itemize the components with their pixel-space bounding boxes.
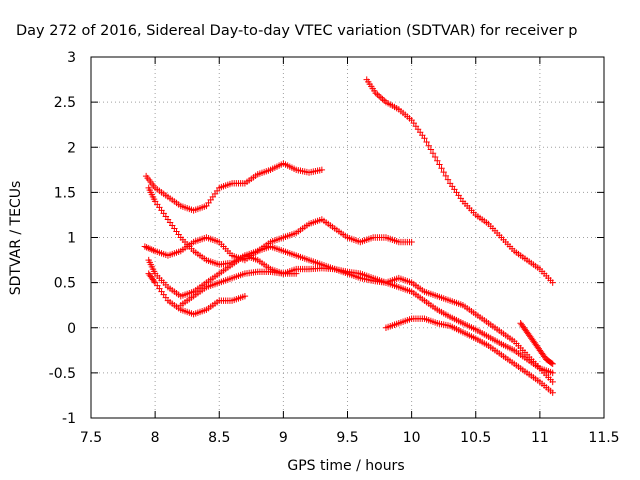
axis-ticks <box>90 56 605 419</box>
x-axis-label: GPS time / hours <box>287 458 404 474</box>
y-tick-label: 1.5 <box>54 185 76 201</box>
data-point-track-a <box>425 142 432 149</box>
data-point-track-h <box>548 359 555 367</box>
data-point-track-b <box>318 166 326 174</box>
y-tick-label: 0 <box>67 321 76 337</box>
data-point-track-a <box>431 153 439 161</box>
data-point-track-a <box>434 157 441 164</box>
x-tick-label: 10.5 <box>460 430 491 446</box>
y-tick-label: 3 <box>67 50 76 66</box>
chart-title: Day 272 of 2016, Sidereal Day-to-day VTE… <box>16 23 577 39</box>
y-axis-label: SDTVAR / TECUs <box>8 181 24 296</box>
data-points <box>141 76 556 396</box>
y-tick-label: -1 <box>62 411 76 427</box>
data-point-track-f <box>549 378 556 386</box>
x-tick-label: 10 <box>403 430 421 446</box>
data-point-track-a <box>429 150 437 157</box>
x-tick-label: 9 <box>279 430 288 446</box>
data-point-track-a <box>427 146 435 153</box>
data-point-track-c <box>408 238 415 246</box>
y-tick-label: 2 <box>67 140 76 156</box>
x-tick-label: 8 <box>151 430 160 446</box>
data-point-track-a <box>444 176 452 183</box>
data-point-track-a <box>436 161 443 168</box>
x-tick-label: 11.5 <box>588 430 619 446</box>
data-point-track-h <box>549 360 556 368</box>
x-tick-label: 11 <box>531 430 549 446</box>
x-tick-labels: 7.5 8 8.5 9 9.5 10 10.5 11 11.5 <box>80 430 620 446</box>
data-point-track-g <box>549 389 556 396</box>
data-point-track-e <box>549 369 556 377</box>
data-point-track-a <box>421 135 428 142</box>
data-point-track-d <box>241 292 249 300</box>
x-tick-label: 7.5 <box>80 430 102 446</box>
y-tick-label: 0.5 <box>54 276 76 292</box>
grid-lines <box>91 57 604 418</box>
data-point-track-a <box>549 279 556 286</box>
y-tick-label: -0.5 <box>49 366 76 382</box>
y-tick-labels: -1 -0.5 0 0.5 1 1.5 2 2.5 3 <box>49 50 76 427</box>
y-tick-label: 2.5 <box>54 95 76 111</box>
data-point-track-i <box>293 270 300 277</box>
x-tick-label: 8.5 <box>208 430 230 446</box>
data-point-track-d <box>150 277 158 285</box>
x-tick-label: 9.5 <box>336 430 358 446</box>
data-point-track-a <box>440 168 447 176</box>
y-tick-label: 1 <box>67 231 76 247</box>
data-point-track-a <box>438 165 445 172</box>
data-point-track-a <box>423 138 430 146</box>
data-point-track-a <box>442 172 450 180</box>
